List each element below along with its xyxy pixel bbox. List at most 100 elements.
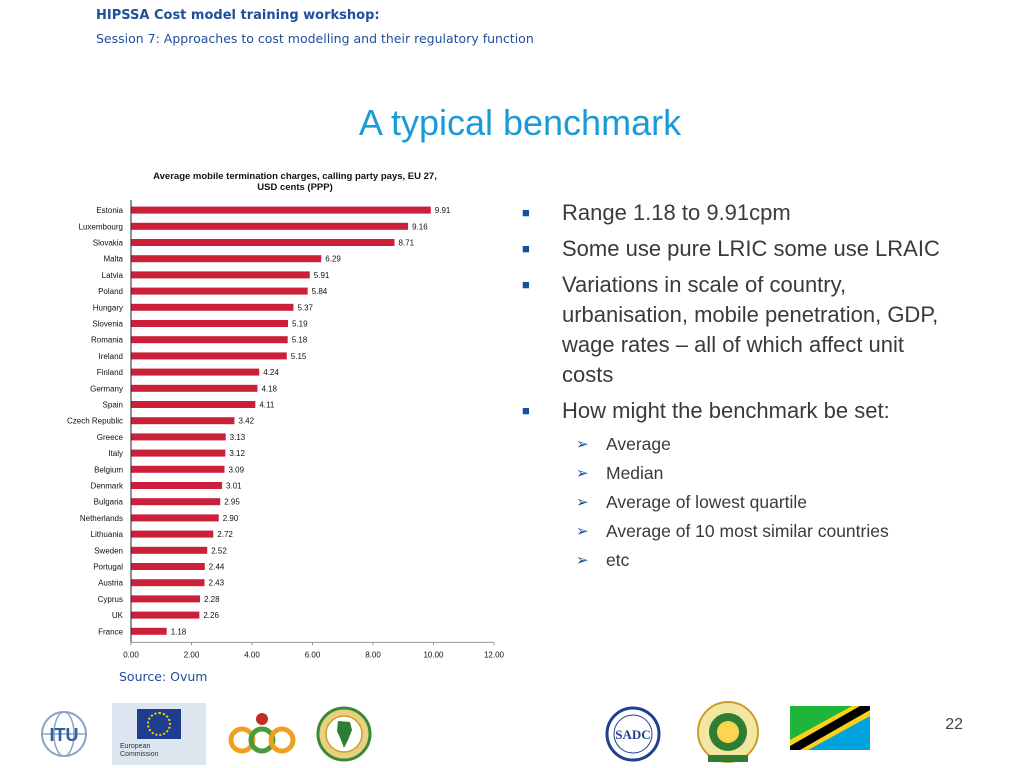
bar	[131, 336, 288, 344]
bar-value-label: 9.91	[435, 206, 451, 215]
bar	[131, 563, 205, 570]
category-label: Bulgaria	[94, 498, 124, 507]
x-tick-label: 4.00	[244, 650, 260, 659]
bar	[131, 303, 294, 311]
bar-value-label: 2.26	[203, 611, 219, 620]
category-label: Slovenia	[92, 320, 123, 329]
bar-value-label: 6.29	[325, 255, 341, 264]
category-label: Germany	[90, 384, 123, 393]
bar	[131, 611, 200, 619]
arrow-bullet-icon: ➢	[576, 523, 589, 540]
acp-logo	[228, 713, 296, 754]
bar	[131, 352, 287, 360]
sadc-logo-text: SADC	[615, 727, 650, 742]
benchmark-bar-chart: Average mobile termination charges, call…	[67, 171, 505, 659]
bar-value-label: 5.84	[312, 287, 328, 296]
bar	[131, 417, 235, 425]
x-tick-label: 10.00	[423, 650, 444, 659]
chart-x-ticks: 0.00 2.00 4.00 6.00 8.00 10.00 12.00	[123, 641, 505, 659]
eac-logo	[697, 701, 759, 763]
arrow-bullet-icon: ➢	[576, 436, 589, 453]
arrow-bullet-icon: ➢	[576, 494, 589, 511]
x-tick-label: 2.00	[184, 650, 200, 659]
bar-value-label: 9.16	[412, 222, 428, 231]
bullet-item: ■ Some use pure LRIC some use LRAIC	[522, 234, 942, 264]
page-number: 22	[945, 716, 963, 733]
category-label: Greece	[97, 433, 124, 442]
category-label: Hungary	[93, 303, 123, 312]
arrow-bullet-icon: ➢	[576, 552, 589, 569]
bar	[131, 449, 226, 457]
bar-value-label: 5.19	[292, 320, 308, 329]
header-workshop-title: HIPSSA Cost model training workshop:	[96, 8, 380, 23]
bar	[131, 271, 310, 279]
itu-logo: ITU	[41, 711, 87, 757]
category-label: Lithuania	[91, 530, 124, 539]
category-label: Cyprus	[98, 595, 123, 604]
chart-bars: Estonia 9.91 Luxembourg 9.16 Slovakia 8.71 Mal…	[67, 200, 451, 643]
bar-value-label: 5.15	[291, 352, 307, 361]
bar-value-label: 4.11	[259, 401, 275, 410]
eu-logo-line2: Commission	[120, 751, 159, 758]
bar	[131, 401, 256, 408]
bar	[131, 498, 221, 506]
eu-flag-icon	[137, 709, 181, 739]
category-label: Latvia	[102, 271, 124, 280]
sub-bullet-text: Average of 10 most similar countries	[606, 521, 889, 541]
bar-value-label: 3.12	[229, 449, 245, 458]
bar-value-label: 3.01	[226, 482, 242, 491]
category-label: Portugal	[93, 563, 123, 572]
bar	[131, 482, 223, 489]
category-label: Sweden	[94, 546, 123, 555]
category-label: France	[98, 627, 123, 636]
bar-value-label: 2.95	[224, 498, 240, 507]
bullet-text: How might the benchmark be set:	[562, 398, 890, 423]
category-label: Malta	[103, 255, 123, 264]
category-label: Poland	[98, 287, 123, 296]
bar	[131, 465, 225, 473]
bar-value-label: 2.72	[217, 530, 233, 539]
bar-value-label: 3.09	[228, 465, 244, 474]
african-union-logo	[316, 706, 372, 762]
bullet-list: ■ Range 1.18 to 9.91cpm ■ Some use pure LR…	[522, 198, 942, 581]
bullet-text: Variations in scale of country, urbanisa…	[562, 272, 939, 387]
sub-bullet-item: ➢ Median	[562, 459, 942, 488]
category-label: Romania	[91, 336, 124, 345]
sub-bullet-text: etc	[606, 550, 630, 570]
category-label: Italy	[108, 449, 123, 458]
bar-value-label: 2.52	[211, 546, 227, 555]
x-tick-label: 12.00	[484, 650, 505, 659]
square-bullet-icon: ■	[522, 205, 530, 220]
category-label: UK	[112, 611, 124, 620]
sub-bullet-item: ➢ etc	[562, 546, 942, 575]
category-label: Luxembourg	[79, 222, 123, 231]
bar-value-label: 8.71	[398, 239, 414, 248]
bar-value-label: 5.91	[314, 271, 330, 280]
bar	[131, 239, 395, 246]
category-label: Netherlands	[80, 514, 123, 523]
sub-bullet-item: ➢ Average of 10 most similar countries	[562, 517, 942, 546]
itu-logo-text: ITU	[50, 725, 79, 745]
x-tick-label: 6.00	[305, 650, 321, 659]
bar-value-label: 4.18	[261, 384, 277, 393]
bullet-item: ■ Variations in scale of country, urbanis…	[522, 270, 942, 390]
bar	[131, 546, 208, 554]
sub-bullet-text: Average	[606, 434, 671, 454]
bar	[131, 627, 167, 635]
bar	[131, 206, 431, 214]
bar	[131, 255, 322, 263]
bar	[131, 530, 214, 538]
bar	[131, 433, 226, 441]
bar-value-label: 2.43	[209, 579, 225, 588]
header-session-title: Session 7: Approaches to cost modelling …	[96, 31, 534, 46]
bar-value-label: 3.13	[230, 433, 246, 442]
sub-bullet-text: Median	[606, 463, 664, 483]
category-label: Finland	[97, 368, 123, 377]
eu-commission-logo: European Commission	[112, 703, 206, 765]
chart-title-line2: USD cents (PPP)	[257, 182, 333, 193]
sub-bullet-list: ➢ Average ➢ Median ➢ Average of lowest quar…	[562, 430, 942, 575]
sub-bullet-text: Average of lowest quartile	[606, 492, 808, 512]
chart-source: Source: Ovum	[119, 669, 208, 684]
chart-title-line1: Average mobile termination charges, call…	[153, 171, 437, 182]
bar	[131, 287, 308, 295]
